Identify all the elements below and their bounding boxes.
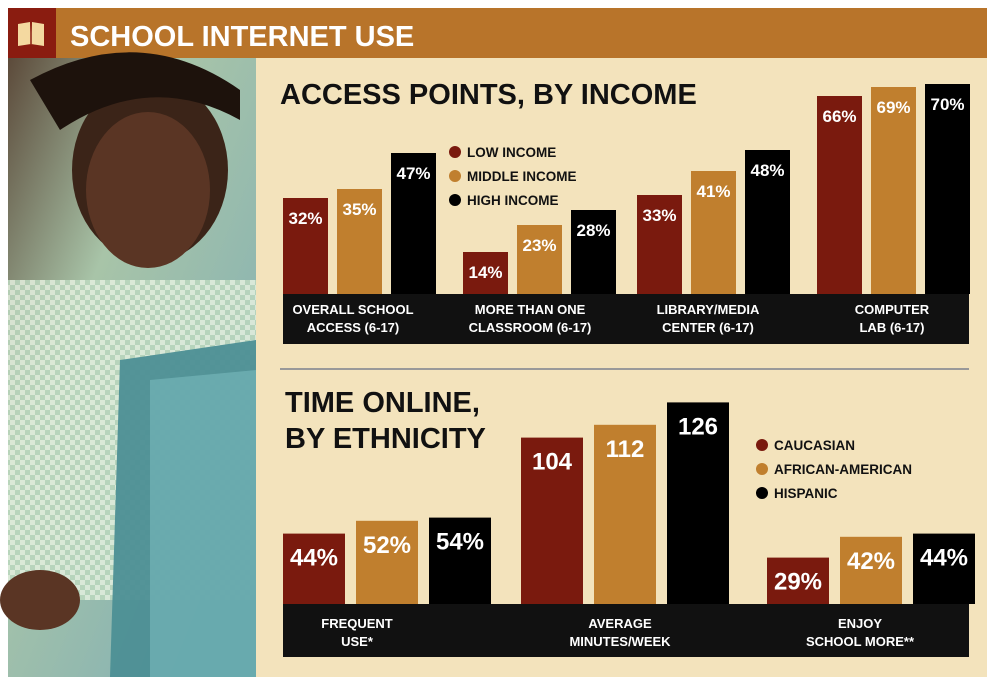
- bar: [667, 402, 729, 604]
- category-label: CENTER (6-17): [662, 320, 754, 335]
- time-online-chart: TIME ONLINE, BY ETHNICITY 44% 52% 54% 104 112…: [283, 387, 975, 657]
- category-label: CLASSROOM (6-17): [469, 320, 592, 335]
- bar-value-label: 54%: [436, 529, 484, 556]
- category-label: COMPUTER: [855, 302, 930, 317]
- category-strip: [283, 294, 969, 344]
- bar-value-label: 52%: [363, 532, 411, 559]
- category-label: SCHOOL MORE**: [806, 634, 915, 649]
- category-label: MORE THAN ONE: [475, 302, 586, 317]
- category-strip: [283, 604, 969, 657]
- category-label: LIBRARY/MEDIA: [657, 302, 760, 317]
- bar-value-label: 23%: [522, 236, 556, 255]
- bar-value-label: 33%: [642, 206, 676, 225]
- chart-title: BY ETHNICITY: [285, 423, 486, 455]
- chart-title: TIME ONLINE,: [285, 387, 480, 419]
- bar: [521, 437, 583, 604]
- legend-swatch: [449, 146, 461, 158]
- legend-label: HISPANIC: [774, 486, 838, 501]
- bar: [594, 424, 656, 604]
- bar: [517, 225, 562, 294]
- chart-title: ACCESS POINTS, BY INCOME: [280, 79, 697, 111]
- student-photo: [0, 52, 256, 677]
- legend-label: LOW INCOME: [467, 145, 556, 160]
- header-bar: [8, 8, 987, 58]
- category-label: AVERAGE: [588, 616, 652, 631]
- legend-swatch: [756, 439, 768, 451]
- bar-value-label: 104: [532, 449, 573, 476]
- legend-label: MIDDLE INCOME: [467, 169, 577, 184]
- legend-label: HIGH INCOME: [467, 193, 559, 208]
- legend-swatch: [449, 194, 461, 206]
- bar-value-label: 32%: [288, 209, 322, 228]
- bar-value-label: 48%: [750, 161, 784, 180]
- bar-value-label: 66%: [822, 107, 856, 126]
- category-label: MINUTES/WEEK: [569, 634, 671, 649]
- bar-value-label: 42%: [847, 548, 895, 575]
- bar: [691, 171, 736, 294]
- bar: [745, 150, 790, 294]
- bar: [767, 557, 829, 604]
- bar-value-label: 29%: [774, 569, 822, 596]
- legend-swatch: [756, 463, 768, 475]
- bar-value-label: 44%: [920, 545, 968, 572]
- bar: [391, 153, 436, 294]
- bar-value-label: 41%: [696, 182, 730, 201]
- bar: [283, 533, 345, 604]
- category-label: ENJOY: [838, 616, 882, 631]
- bar-value-label: 70%: [930, 95, 964, 114]
- bar-value-label: 47%: [396, 164, 430, 183]
- bar: [356, 520, 418, 604]
- bar: [913, 533, 975, 604]
- bar-value-label: 35%: [342, 200, 376, 219]
- access-points-chart: ACCESS POINTS, BY INCOME 32% 35% 47% 14% 23%…: [280, 79, 970, 344]
- category-label: FREQUENT: [321, 616, 393, 631]
- bar-value-label: 69%: [876, 98, 910, 117]
- bar-value-label: 44%: [290, 545, 338, 572]
- bar: [337, 189, 382, 294]
- page-title: SCHOOL INTERNET USE: [70, 21, 414, 53]
- legend-label: AFRICAN-AMERICAN: [774, 462, 912, 477]
- category-label: ACCESS (6-17): [307, 320, 399, 335]
- bar-value-label: 126: [678, 413, 718, 440]
- bar: [429, 517, 491, 604]
- bar: [817, 96, 862, 294]
- bar-value-label: 112: [606, 436, 645, 463]
- bar: [840, 536, 902, 604]
- bar: [871, 87, 916, 294]
- category-label: USE*: [341, 634, 374, 649]
- category-label: OVERALL SCHOOL: [292, 302, 413, 317]
- category-label: LAB (6-17): [859, 320, 924, 335]
- bar: [637, 195, 682, 294]
- legend-swatch: [756, 487, 768, 499]
- bar: [283, 198, 328, 294]
- book-icon: [8, 8, 56, 58]
- bar: [571, 210, 616, 294]
- bar: [925, 84, 970, 294]
- legend-label: CAUCASIAN: [774, 438, 855, 453]
- bar: [463, 252, 508, 294]
- legend-swatch: [449, 170, 461, 182]
- bar-value-label: 28%: [576, 221, 610, 240]
- bar-value-label: 14%: [468, 263, 502, 282]
